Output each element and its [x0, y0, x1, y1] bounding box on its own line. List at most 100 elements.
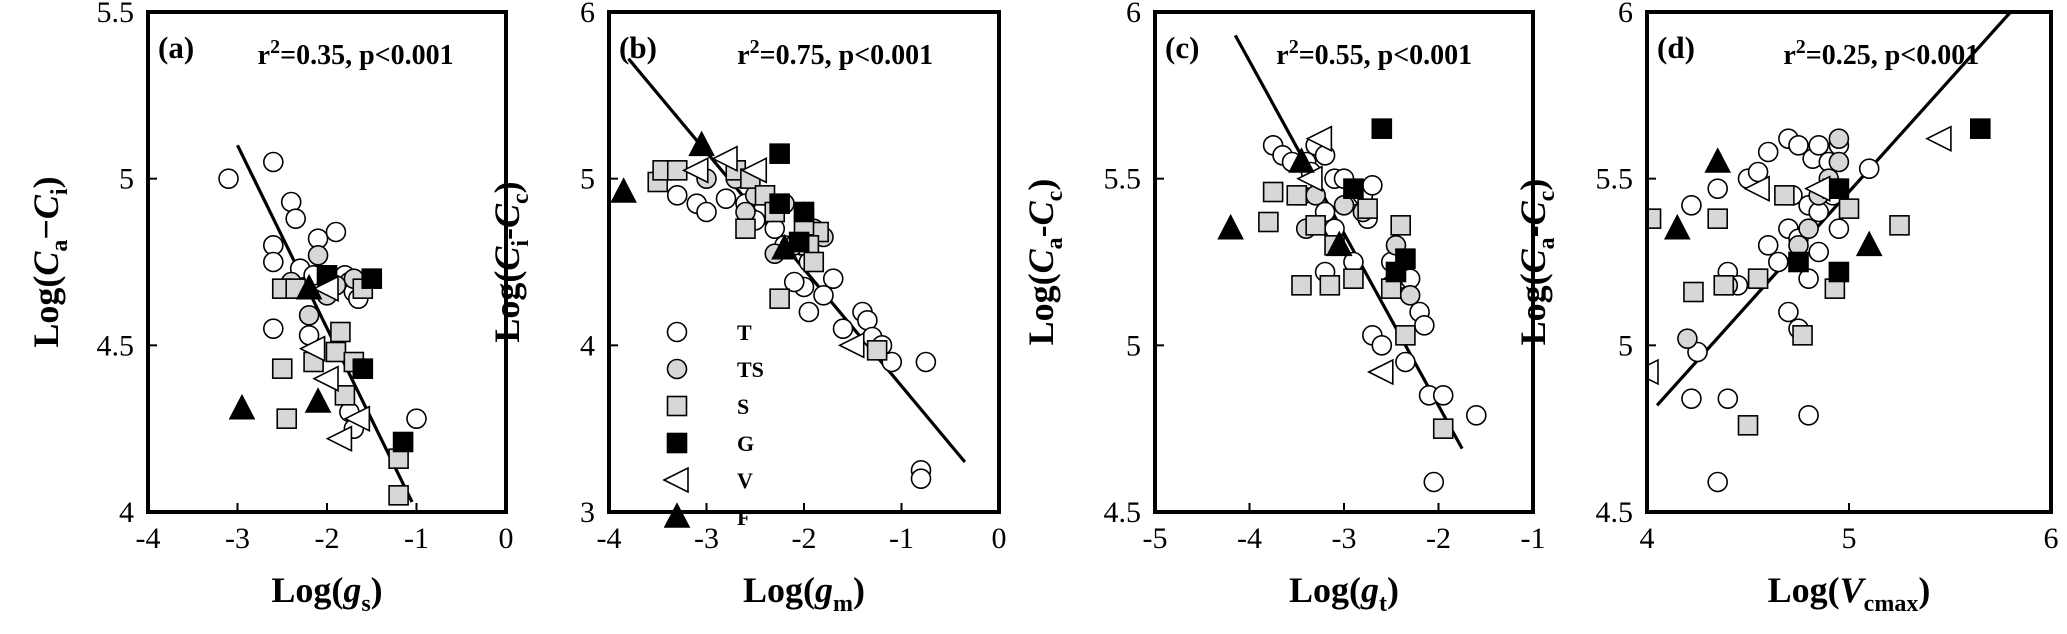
data-point	[1788, 251, 1809, 273]
data-point	[1828, 178, 1850, 199]
data-point	[1362, 175, 1383, 196]
data-point	[1647, 208, 1662, 229]
data-point	[1768, 251, 1789, 273]
legend-item-t: T	[666, 320, 752, 345]
axes-frame	[146, 10, 508, 514]
data-point	[1262, 181, 1284, 203]
data-point	[1681, 388, 1702, 409]
y-tick-label: 6	[1126, 0, 1141, 29]
data-point	[1717, 388, 1739, 409]
data-point	[1713, 275, 1735, 296]
data-point	[262, 151, 284, 173]
x-tick-label: -2	[792, 522, 817, 555]
data-point	[298, 305, 320, 326]
data-point	[1828, 261, 1850, 283]
x-tick-label: -1	[1521, 522, 1546, 555]
data-point	[771, 233, 798, 260]
plot-area	[610, 57, 967, 489]
y-tick-label: 5.5	[1596, 163, 1634, 196]
legend-label: TS	[737, 357, 764, 382]
data-point	[783, 271, 805, 293]
data-point	[1319, 275, 1341, 296]
data-point	[1828, 128, 1850, 149]
data-point	[1677, 328, 1698, 349]
y-tick-label: 4.5	[97, 329, 135, 362]
data-point	[1855, 230, 1883, 257]
data-point	[1757, 141, 1779, 163]
y-axis-label: Log(Ci-Cc)	[487, 181, 534, 342]
y-tick-label: 5	[1126, 329, 1141, 362]
legend-marker	[666, 358, 688, 380]
data-point	[666, 185, 688, 206]
data-point	[740, 157, 768, 184]
legend-label: T	[737, 320, 752, 345]
data-point	[735, 218, 756, 239]
data-point	[228, 393, 256, 420]
data-point	[1385, 261, 1407, 283]
data-point	[715, 188, 737, 209]
data-point	[1681, 195, 1702, 216]
data-point	[295, 273, 323, 300]
plot-area	[1647, 12, 2012, 493]
y-axis-label: Log(Ca−Ci)	[26, 176, 73, 347]
data-point	[793, 201, 815, 223]
legend-label: S	[737, 394, 749, 419]
data-point	[1737, 415, 1759, 436]
data-point	[1371, 118, 1393, 139]
series-g	[1788, 118, 1991, 283]
y-tick-label: 5	[580, 163, 595, 196]
plot-area	[218, 144, 427, 506]
data-point	[388, 485, 409, 506]
x-tick-label: 0	[992, 522, 1007, 555]
data-point	[312, 365, 339, 392]
y-tick-label: 4.5	[1596, 496, 1634, 529]
data-point	[307, 245, 329, 266]
x-tick-label: -1	[889, 522, 914, 555]
panel-b: -4 -3 -2 -1 0 3 4 5 6 (b) r2=0.75, p<0.001 Log(gm) L…	[487, 0, 1007, 617]
data-point	[312, 275, 339, 302]
data-point	[1663, 213, 1691, 240]
series-v	[1647, 125, 1952, 386]
data-point	[1757, 235, 1779, 256]
series-g	[769, 143, 815, 253]
data-point	[1258, 211, 1279, 233]
x-tick-label: -5	[1143, 522, 1168, 555]
legend-marker	[666, 432, 688, 454]
data-point	[1371, 335, 1393, 356]
x-tick-label: 6	[2044, 522, 2059, 555]
series-f	[1217, 147, 1353, 257]
y-tick-label: 6	[1618, 0, 1633, 29]
panel-c: -5 -4 -3 -2 -1 4.5 5 5.5 6 (c) r2=0.55, p<0.001 Log…	[1021, 0, 1546, 617]
stat-annotation: r2=0.55, p<0.001	[1276, 36, 1472, 71]
data-point	[1395, 351, 1416, 373]
data-point	[1432, 385, 1454, 406]
data-point	[1798, 405, 1819, 426]
series-f	[610, 130, 798, 260]
x-tick-label: -4	[136, 522, 161, 555]
data-point	[610, 177, 637, 203]
y-tick-label: 4	[119, 496, 134, 529]
regression-line	[236, 144, 414, 503]
y-axis-label: Log(Ca-Cc)	[1021, 179, 1068, 346]
data-point	[866, 340, 888, 361]
data-point	[1414, 315, 1435, 336]
y-tick-label: 3	[580, 496, 595, 529]
data-point	[681, 157, 709, 184]
data-point	[285, 208, 306, 229]
data-point	[769, 193, 790, 214]
data-point	[1828, 218, 1850, 239]
legend-item-g: G	[666, 431, 754, 456]
y-tick-label: 5	[1618, 329, 1633, 362]
legend-item-ts: TS	[666, 357, 764, 382]
series-v	[681, 145, 865, 359]
data-point	[688, 130, 715, 157]
data-point	[1343, 178, 1364, 199]
data-point	[910, 468, 932, 489]
data-point	[798, 301, 820, 323]
legend-label: F	[737, 505, 750, 530]
data-point	[1798, 218, 1819, 239]
y-axis-label: Log(Ca-Cc)	[1513, 179, 1560, 346]
x-tick-label: -3	[694, 522, 719, 555]
stat-annotation: r2=0.25, p<0.001	[1783, 36, 1979, 71]
